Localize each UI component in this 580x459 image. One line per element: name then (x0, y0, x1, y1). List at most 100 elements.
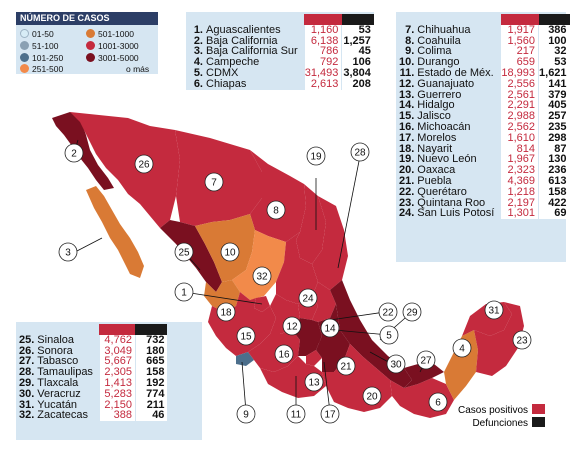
label-circle-12 (282, 316, 302, 336)
region-cdmx (312, 334, 320, 346)
label-number-18: 18 (220, 308, 232, 319)
table-row: 21. Puebla 4,369 613 (399, 176, 570, 187)
state-number: 11. (399, 66, 415, 79)
cases-value: 1,560 (500, 35, 539, 47)
cases-value: 4,762 (98, 334, 136, 346)
state-number: 13. (399, 88, 415, 101)
legend-item-101-250: 101-250 (20, 53, 63, 63)
deaths-value: 141 (538, 78, 570, 90)
cases-value: 6,138 (303, 35, 342, 47)
deaths-value: 208 (341, 78, 374, 90)
label-number-8: 8 (273, 206, 279, 217)
state-number: 4. (193, 56, 203, 69)
table-states-25-32: 25. Sinaloa 4,762 732 26. Sonora 3,049 180 27. Ta… (16, 322, 202, 440)
legend-label: 01-50 (32, 29, 54, 39)
key-deaths: Defunciones (458, 417, 546, 430)
label-circle-21 (336, 356, 356, 376)
region-sonora (70, 112, 180, 228)
label-number-19: 19 (310, 152, 322, 163)
key-cases-label: Casos positivos (458, 405, 529, 416)
cases-value: 1,160 (303, 24, 342, 36)
region-zacatecas (232, 230, 286, 300)
legend-label: 251-500 (32, 64, 64, 74)
label-number-13: 13 (308, 378, 320, 389)
state-name: Hidalgo (417, 99, 455, 112)
deaths-header (538, 14, 570, 25)
label-circle-25 (174, 242, 194, 262)
state-number: 30. (19, 387, 35, 400)
label-circle-8 (266, 200, 286, 220)
table-row: 18. Nayarit 814 87 (399, 143, 570, 155)
state-number: 28. (19, 366, 35, 379)
cases-value: 2,291 (500, 100, 539, 112)
state-name: Quintana Roo (417, 196, 486, 209)
state-name: Zacatecas (37, 409, 89, 422)
state-name: Chiapas (206, 77, 247, 90)
cases-value: 2,150 (98, 399, 136, 411)
deaths-value: 774 (134, 388, 168, 400)
table-row: 32. Zacatecas 388 46 (19, 409, 168, 422)
deaths-value: 192 (134, 378, 168, 389)
table-row: 15. Jalisco 2,988 257 (399, 111, 570, 122)
legend-swatch (86, 53, 95, 62)
cases-value: 659 (500, 57, 539, 68)
state-name: Baja California Sur (206, 45, 298, 58)
deaths-value: 100 (538, 35, 570, 47)
cases-value: 1,218 (500, 186, 539, 198)
table-row: 9. Colima 217 32 (399, 46, 570, 58)
state-name: Tamaulipas (37, 366, 93, 379)
table-states-7-24: 7. Chihuahua 1,917 386 8. Coahuila 1,560 100 9. C… (396, 12, 570, 262)
state-number: 21. (399, 174, 415, 187)
state-number: 12. (399, 77, 415, 90)
label-number-29: 29 (406, 308, 418, 319)
cases-value: 2,561 (500, 89, 539, 101)
label-number-7: 7 (211, 178, 217, 189)
deaths-value: 87 (538, 143, 570, 155)
table-row: 24. San Luis Potosí 1,301 69 (399, 207, 570, 220)
state-number: 24. (399, 207, 415, 220)
state-name: Aguascalientes (206, 23, 281, 36)
table-row: 10. Durango 659 53 (399, 57, 570, 68)
cases-value: 2,556 (500, 78, 539, 90)
table-row: 4. Campeche 792 106 (189, 57, 374, 68)
deaths-value: 405 (538, 100, 570, 112)
legend-item-501-1000: 501-1000 (86, 29, 134, 39)
label-circle-23 (512, 330, 532, 350)
state-name: Michoacán (417, 120, 471, 133)
legend-item-251-500: 251-500 (20, 64, 63, 74)
state-number: 29. (19, 376, 35, 389)
cases-value: 18,993 (500, 68, 539, 79)
cases-value: 2,562 (500, 122, 539, 133)
deaths-value: 422 (538, 197, 570, 209)
cases-value: 1,917 (500, 24, 539, 36)
cases-value: 5,283 (98, 388, 136, 400)
state-name: Guanajuato (417, 77, 475, 90)
cases-header (99, 324, 136, 335)
label-circle-31 (484, 300, 504, 320)
cases-value: 2,197 (500, 197, 539, 209)
label-circle-15 (236, 326, 256, 346)
state-name: Querétaro (417, 185, 467, 198)
deaths-value: 257 (538, 111, 570, 122)
label-circle-4 (452, 338, 472, 358)
table-row: 12. Guanajuato 2,556 141 (399, 77, 570, 90)
table-row: 31. Yucatán 2,150 211 (19, 399, 168, 411)
region-baja-california-sur (86, 186, 144, 278)
state-name: CDMX (206, 66, 239, 79)
label-circle-30 (386, 354, 406, 374)
legend-item-01-50: 01-50 (20, 29, 54, 39)
region-san-luis-potosi (276, 232, 318, 304)
label-circle-17 (320, 404, 340, 424)
table: 7. Chihuahua 1,917 386 8. Coahuila 1,560 100 9. C… (399, 14, 570, 220)
deaths-value: 158 (538, 186, 570, 198)
state-name: San Luis Potosí (417, 207, 495, 220)
table-row: 6. Chiapas 2,613 208 (189, 77, 374, 90)
table-body: 25. Sinaloa 4,762 732 26. Sonora 3,049 180 27. Ta… (19, 334, 168, 422)
key-cases-swatch (532, 404, 546, 414)
cases-value: 2,613 (303, 78, 342, 90)
cases-value: 792 (303, 57, 342, 68)
legend-label: 3001-5000 (98, 53, 139, 63)
table-row: 28. Tamaulipas 2,305 158 (19, 366, 168, 379)
table-row: 26. Sonora 3,049 180 (19, 345, 168, 357)
table-row: 2. Baja California 6,138 1,257 (189, 35, 374, 47)
